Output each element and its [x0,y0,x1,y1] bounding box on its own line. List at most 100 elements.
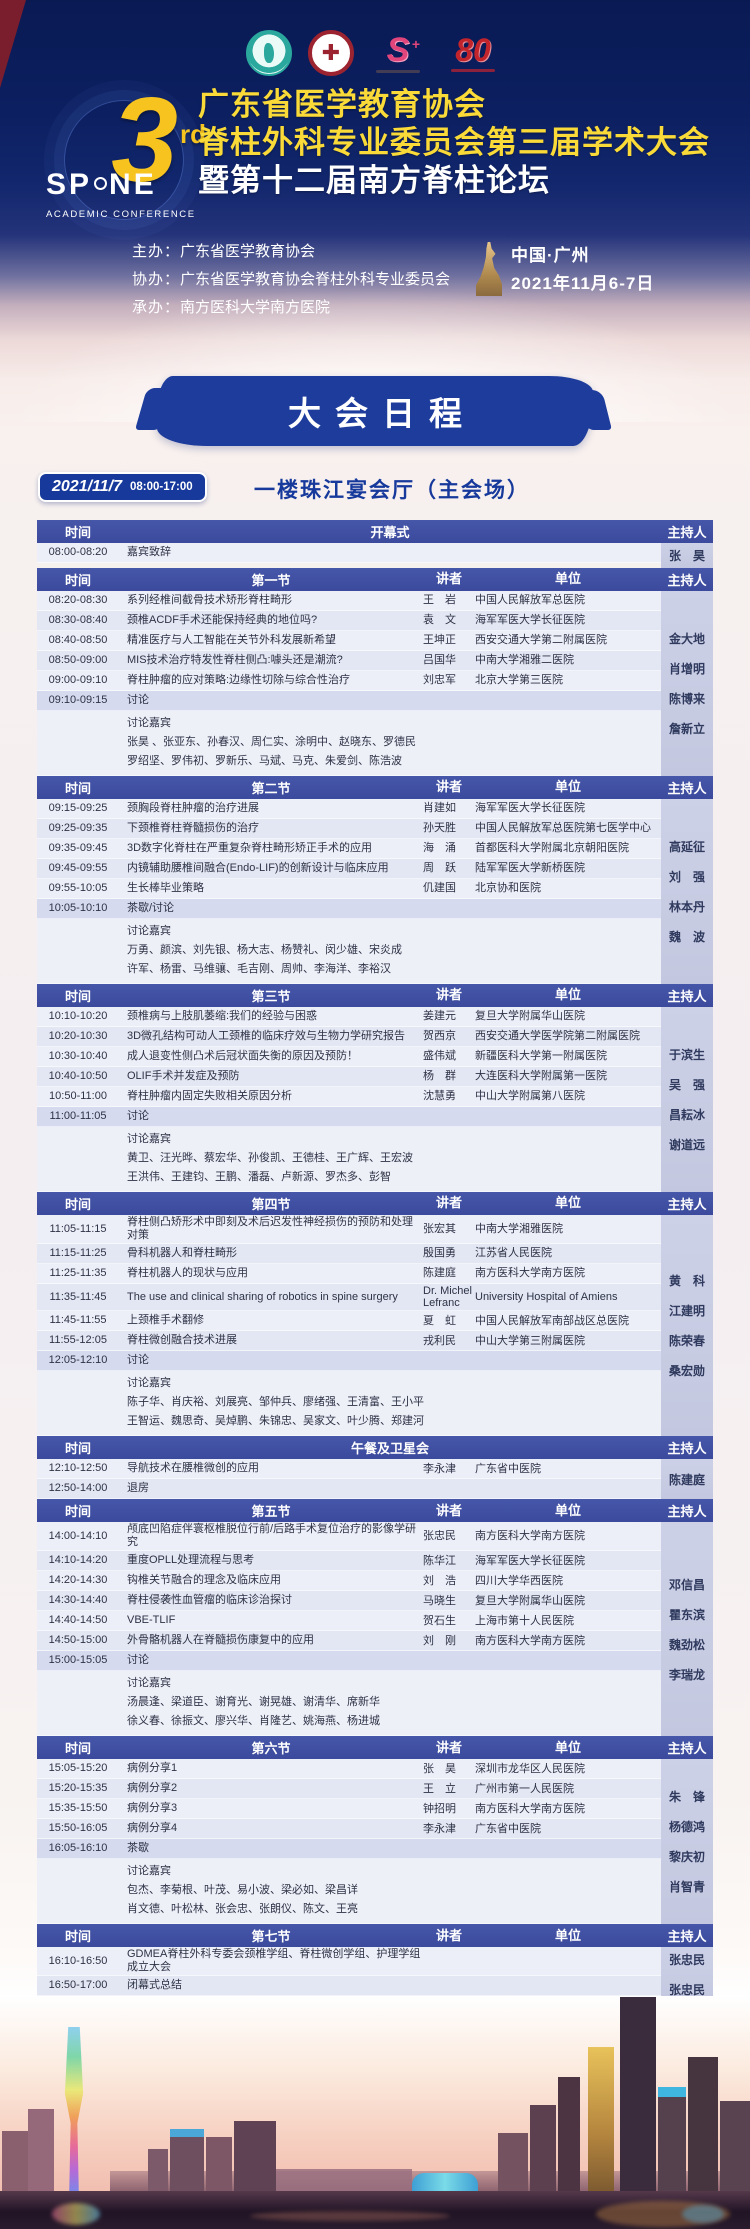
column-header-time: 时间 [64,525,91,540]
agenda-banner-title: 大会日程 [288,395,476,432]
host-name: 吴 强 [668,1078,705,1092]
schedule-row: 14:40-14:50 VBE-TLIF 贺石生 上海市第十人民医院 [37,1611,661,1632]
host-name: 魏劲松 [668,1637,705,1652]
row-speaker: 海 涌 [423,842,456,855]
row-org: 西安交通大学第二附属医院 [475,634,607,647]
host-name: 刘 强 [668,870,705,884]
guest-names: 王洪伟、王建钧、王鹏、潘磊、卢新源、罗杰多、彭智 [127,1171,391,1183]
session-date: 2021/11/7 [52,478,122,495]
column-header-host: 主持人 [667,1441,707,1457]
building [170,2129,204,2193]
section-body: 10:10-10:20 颈椎病与上肢肌萎缩:我们的经验与困惑 姜建元 复旦大学附属华山… [37,1007,713,1192]
schedule-row: 11:55-12:05 脊柱微创融合技术进展 戎利民 中山大学第三附属医院 [37,1331,661,1352]
row-time: 16:50-17:00 [48,1979,108,1992]
row-time: 16:05-16:10 [48,1842,108,1855]
building [148,2149,168,2193]
host-name: 肖智青 [668,1880,705,1895]
host-name: 谢道远 [668,1138,705,1152]
row-time: 10:05-10:10 [48,902,108,914]
schedule-row: 14:50-15:00 外骨骼机器人在脊髓损伤康复中的应用 刘 刚 南方医科大学南方医… [37,1631,661,1652]
column-header-speaker: 讲者 [435,1195,462,1211]
row-time: 15:05-15:20 [48,1762,108,1775]
discussion-guests: 讨论嘉宾 包杰、李菊根、叶茂、易小波、梁必如、梁昌详 肖文德、叶松林、张会忠、张朗仪… [37,1859,661,1925]
row-title: 脊柱侵袭性血管瘤的临床诊治探讨 [127,1594,292,1607]
section-title: 第五节 [251,1504,291,1520]
host-name: 魏 波 [668,930,705,944]
section-body: 08:00-08:20 嘉宾致辞 张 昊 [37,543,713,568]
schedule-row: 15:35-15:50 病例分享3 钟招明 南方医科大学南方医院 [37,1799,661,1820]
row-title: 嘉宾致辞 [127,546,171,558]
row-org: 江苏省人民医院 [475,1247,552,1260]
section-title: 第三节 [251,989,291,1004]
row-title: 讨论 [127,1354,149,1367]
logos-row: ✚ S + 80 [0,30,750,76]
row-time: 12:10-12:50 [48,1462,108,1475]
column-header-host: 主持人 [667,525,707,540]
host-name: 江建明 [668,1304,705,1319]
schedule-row: 10:30-10:40 成人退变性侧凸术后冠状面失衡的原因及预防！ 盛伟斌 新疆医科大… [37,1047,661,1067]
row-speaker: 盛伟斌 [423,1050,456,1063]
column-header-host: 主持人 [667,781,707,796]
row-time: 14:20-14:30 [48,1574,108,1587]
section-title: 午餐及卫星会 [350,1441,429,1457]
row-title: 病例分享1 [127,1762,178,1775]
section-header-row: 时间 第四节 讲者 单位 主持人 [37,1192,713,1215]
row-speaker: 王坤正 [423,634,456,647]
row-title: 讨论 [127,694,149,706]
column-header-speaker: 讲者 [435,1502,462,1518]
schedule-section: 时间 第七节 讲者 单位 主持人 16:10-16:50 GDMEA脊柱外科专委会颈椎学组、… [37,1924,713,2003]
section-title: 第一节 [251,573,291,588]
host-column: 黄 科江建明 陈荣春 桑宏勋 [661,1215,713,1437]
section-body: 11:05-11:15 脊柱侧凸矫形术中即刻及术后迟发性神经损伤的预防和处理对策张… [37,1215,713,1437]
guest-names: 王智运、魏思奇、吴焯鹏、朱锦忠、吴家文、叶少腾、郑建河 [127,1415,424,1428]
row-title: 脊柱肿瘤的应对策略:边缘性切除与综合性治疗 [127,674,351,686]
schedule-row: 11:05-11:15 脊柱侧凸矫形术中即刻及术后迟发性神经损伤的预防和处理对策张… [37,1215,661,1244]
schedule-row: 08:50-09:00 MIS技术治疗特发性脊柱侧凸:噱头还是潮流? 吕国华 中南大学… [37,651,661,671]
row-time: 12:05-12:10 [48,1354,108,1367]
row-time: 14:00-14:10 [48,1529,108,1542]
guest-label: 讨论嘉宾 [127,1865,171,1878]
row-org: 北京协和医院 [475,882,541,895]
column-header-time: 时间 [64,1929,91,1945]
schedule-row: 09:00-09:10 脊柱肿瘤的应对策略:边缘性切除与综合性治疗 刘忠军 北京大学第… [37,671,661,691]
row-speaker: 沈慧勇 [423,1090,456,1103]
row-speaker: 刘 刚 [423,1634,456,1647]
row-title: 脊柱侧凸矫形术中即刻及术后迟发性神经损伤的预防和处理对策 [127,1216,413,1241]
education-association-emblem-icon [246,30,292,76]
row-speaker: 夏 虹 [423,1314,456,1327]
tall-skyscraper [620,1997,656,2193]
row-time: 11:25-11:35 [49,1267,107,1279]
schedule-row: 09:15-09:25 颈胸段脊柱肿瘤的治疗进展 肖建如 海军军医大学长征医院 [37,799,661,819]
row-speaker: 姜建元 [423,1010,456,1023]
row-speaker: 殷国勇 [423,1247,456,1260]
host-name: 黎庆初 [668,1850,705,1865]
discussion-guests: 讨论嘉宾 黄卫、汪光晔、蔡宏华、孙俊凯、王德桂、王广辉、王宏波 王洪伟、王建钧、王鹏… [37,1127,661,1192]
medical-education-s-icon: S + [370,30,426,76]
row-time: 08:50-09:00 [48,654,108,666]
water-reflection [52,2203,100,2225]
host-name: 陈博来 [668,692,705,706]
host-column: 陈建庭 [661,1459,713,1500]
row-speaker: 陈华江 [423,1554,456,1567]
section-rows: 12:10-12:50 导航技术在腰椎微创的应用 李永津 广东省中医院 12:50-14… [37,1459,661,1500]
column-header-host: 主持人 [667,1929,707,1945]
row-org: 中国人民解放军总医院 [475,594,585,607]
row-time: 08:20-08:30 [48,594,108,606]
date-pill: 2021/11/7 08:00-17:00 [38,472,207,502]
row-title: MIS技术治疗特发性脊柱侧凸:噱头还是潮流? [127,654,343,666]
row-time: 08:00-08:20 [48,546,108,558]
host-name: 桑宏勋 [668,1364,705,1379]
guest-names: 肖文德、叶松林、张会忠、张朗仪、陈文、王亮 [127,1903,358,1916]
water-reflection [250,2211,450,2221]
row-speaker: 钟招明 [423,1802,456,1815]
row-time: 10:10-10:20 [48,1010,108,1022]
schedule-row: 16:10-16:50 GDMEA脊柱外科专委会颈椎学组、脊柱微创学组、护理学组成… [37,1947,661,1977]
section-header-row: 时间 第三节 讲者 单位 主持人 [37,984,713,1007]
section-body: 16:10-16:50 GDMEA脊柱外科专委会颈椎学组、脊柱微创学组、护理学组成… [37,1947,713,2003]
schedule-row: 10:40-10:50 OLIF手术并发症及预防 杨 群 大连医科大学附属第一医院 [37,1067,661,1087]
schedule-row: 14:30-14:40 脊柱侵袭性血管瘤的临床诊治探讨 马晓生 复旦大学附属华山医院 [37,1591,661,1612]
row-org: 中国人民解放军总医院第七医学中心 [475,822,651,835]
guest-label: 讨论嘉宾 [127,717,171,729]
host-name: 詹新立 [668,722,705,736]
section-header-row: 时间 第五节 讲者 单位 主持人 [37,1499,713,1523]
